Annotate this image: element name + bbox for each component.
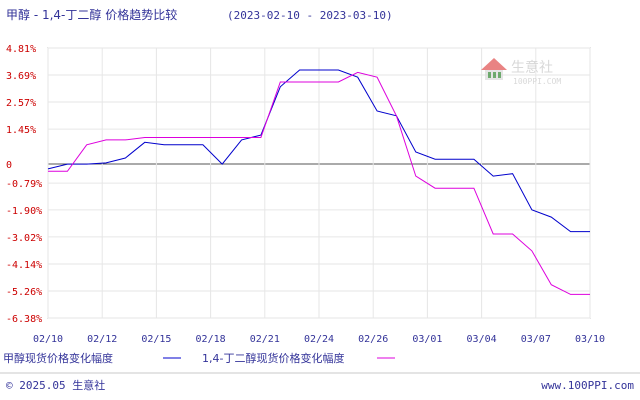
x-tick-label: 02/18 (196, 334, 226, 345)
y-axis-ticks: 4.81% 3.69% 2.57% 1.45% 0 -0.79% -1.90% -3.02% -… (6, 44, 42, 325)
chart-date-range: (2023-02-10 - 2023-03-10) (227, 9, 393, 22)
watermark-name: 生意社 (511, 59, 553, 76)
footer-copyright: © 2025.05 生意社 (6, 378, 105, 392)
watermark-logo: 生意社 100PPI.COM (481, 58, 561, 86)
y-tick-label: 1.45% (6, 125, 36, 136)
y-tick-label: 3.69% (6, 71, 36, 82)
series-line-2 (48, 71, 590, 295)
x-tick-label: 03/01 (412, 334, 442, 345)
y-tick-label: 4.81% (6, 44, 36, 55)
y-tick-label: 2.57% (6, 98, 36, 109)
series-line-1 (47, 69, 590, 233)
x-tick-label: 03/07 (521, 334, 551, 345)
y-tick-label: -4.14% (6, 260, 42, 271)
x-tick-label: 02/12 (87, 334, 117, 345)
y-tick-label: -3.02% (6, 233, 42, 244)
legend: 甲醇现货价格变化幅度 1,4-丁二醇现货价格变化幅度 (3, 351, 395, 365)
x-tick-label: 02/10 (33, 334, 63, 345)
x-tick-label: 03/04 (467, 334, 497, 345)
y-tick-label: -5.26% (6, 287, 42, 298)
x-axis-ticks: 02/10 02/12 02/15 02/18 02/21 02/24 02/26 03/01… (33, 334, 605, 345)
x-tick-label: 02/26 (358, 334, 388, 345)
y-tick-label: -6.38% (6, 314, 42, 325)
legend-label-series1: 甲醇现货价格变化幅度 (3, 351, 113, 365)
x-tick-label: 02/21 (250, 334, 280, 345)
x-tick-label: 02/15 (141, 334, 171, 345)
x-tick-label: 03/10 (575, 334, 605, 345)
house-icon (481, 58, 507, 70)
footer-website: www.100PPI.com (541, 379, 634, 392)
legend-label-series2: 1,4-丁二醇现货价格变化幅度 (202, 351, 344, 365)
y-tick-label: 0 (6, 160, 12, 171)
y-tick-label: -0.79% (6, 179, 42, 190)
chart-title: 甲醇 - 1,4-丁二醇 价格趋势比较 (6, 7, 177, 22)
x-tick-label: 02/24 (304, 334, 334, 345)
y-tick-label: -1.90% (6, 206, 42, 217)
series-lines (47, 69, 590, 295)
watermark-url: 100PPI.COM (513, 77, 561, 86)
